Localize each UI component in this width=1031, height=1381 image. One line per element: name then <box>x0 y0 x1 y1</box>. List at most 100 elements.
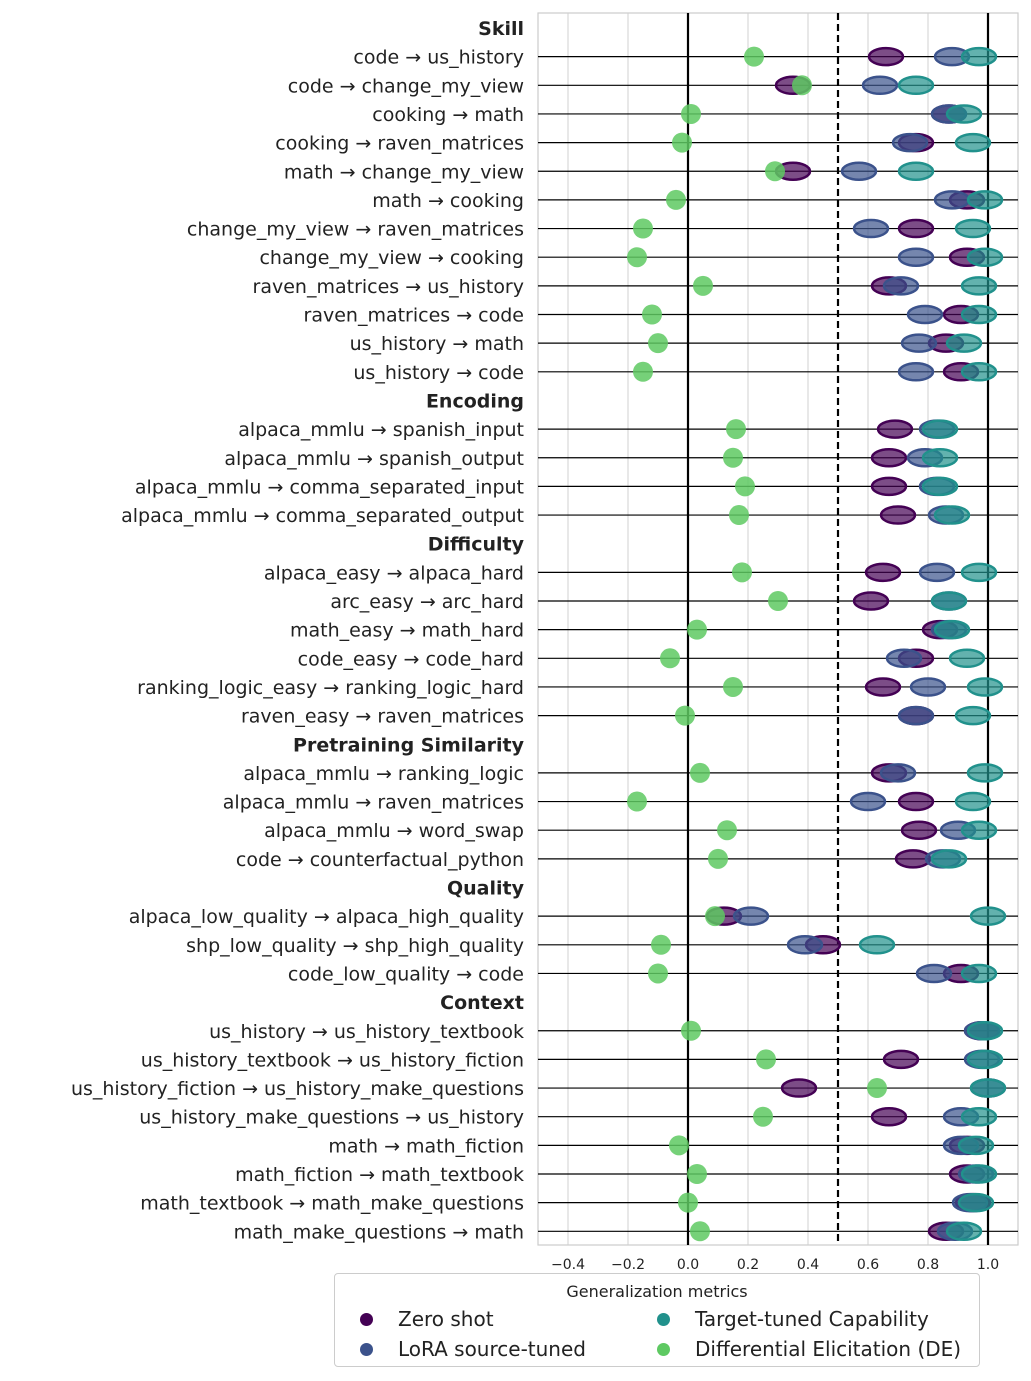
target-tuned-point <box>948 648 986 669</box>
lora-source-tuned-point <box>885 648 923 669</box>
legend-label-zero-shot: Zero shot <box>398 1307 494 1331</box>
group-header: Skill <box>478 18 524 40</box>
target-tuned-point <box>945 1221 983 1242</box>
de-point <box>735 476 755 497</box>
target-tuned-point <box>954 705 992 726</box>
lora-source-tuned-point <box>933 190 971 210</box>
lora-source-tuned-point <box>909 677 947 697</box>
de-point <box>627 247 647 268</box>
target-tuned-point <box>954 791 992 812</box>
target-tuned-point <box>960 362 998 382</box>
target-tuned-point <box>897 75 935 96</box>
lora-source-tuned-point <box>732 906 770 926</box>
row-label: cooking → math <box>372 104 524 126</box>
target-tuned-point <box>921 476 959 497</box>
target-tuned-point <box>966 677 1004 697</box>
de-point <box>648 963 668 984</box>
row-label: code → counterfactual_python <box>236 849 524 871</box>
row-label: raven_matrices → us_history <box>253 276 524 298</box>
target-tuned-point <box>933 505 971 525</box>
de-point <box>717 820 737 841</box>
de-point <box>678 1192 698 1213</box>
row-label: math → math_fiction <box>328 1135 524 1157</box>
target-tuned-point <box>960 304 998 325</box>
de-point <box>687 619 707 640</box>
zero-shot-point <box>867 46 905 67</box>
row-label: math → cooking <box>372 190 524 212</box>
target-tuned-point <box>960 276 998 296</box>
legend-marker-target-tuned <box>657 1313 670 1326</box>
legend: Generalization metrics Zero shot LoRA so… <box>334 1273 980 1367</box>
zero-shot-point <box>864 677 902 697</box>
de-point <box>732 562 752 583</box>
zero-shot-point <box>882 1049 920 1070</box>
legend-marker-zero-shot <box>360 1313 373 1326</box>
group-header: Difficulty <box>428 534 525 556</box>
row-label: change_my_view → cooking <box>259 247 524 269</box>
row-label: code_low_quality → code <box>288 963 524 985</box>
x-tick-label: 0.8 <box>917 1257 939 1273</box>
lora-source-tuned-point <box>897 362 935 382</box>
lora-source-tuned-point <box>840 161 878 181</box>
target-tuned-point <box>930 591 968 611</box>
legend-label-target-tuned: Target-tuned Capability <box>695 1307 929 1331</box>
target-tuned-point <box>933 619 971 640</box>
target-tuned-point <box>954 218 992 239</box>
de-point <box>651 934 671 955</box>
de-point <box>792 75 812 96</box>
lora-source-tuned-point <box>852 218 890 239</box>
lora-source-tuned-point <box>897 705 935 726</box>
x-tick-label: −0.4 <box>551 1257 585 1273</box>
de-point <box>726 419 746 440</box>
target-tuned-point <box>960 46 998 67</box>
de-point <box>768 591 788 611</box>
lora-source-tuned-point <box>918 562 956 583</box>
row-label: alpaca_mmlu → ranking_logic <box>243 763 524 785</box>
de-point <box>723 447 743 468</box>
zero-shot-point <box>870 448 908 468</box>
de-point <box>705 906 725 927</box>
zero-shot-point <box>876 419 914 439</box>
row-label: code → us_history <box>353 47 524 69</box>
legend-marker-de <box>657 1343 670 1356</box>
target-tuned-point <box>966 763 1004 783</box>
target-tuned-point <box>945 333 983 353</box>
row-label: us_history → code <box>353 362 524 384</box>
lora-source-tuned-point <box>897 247 935 267</box>
de-point <box>690 762 710 783</box>
row-label: math_textbook → math_make_questions <box>140 1193 524 1215</box>
lora-source-tuned-point <box>879 763 917 783</box>
row-label: alpaca_low_quality → alpaca_high_quality <box>129 906 524 928</box>
row-label: alpaca_mmlu → comma_separated_input <box>135 476 524 498</box>
de-point <box>666 189 686 210</box>
x-tick-label: 0.0 <box>677 1257 699 1273</box>
x-tick-label: 0.6 <box>857 1257 879 1273</box>
de-point <box>681 103 701 124</box>
row-label: ranking_logic_easy → ranking_logic_hard <box>137 677 524 699</box>
target-tuned-point <box>921 419 959 439</box>
de-point <box>687 1164 707 1184</box>
group-header: Pretraining Similarity <box>293 734 525 756</box>
de-point <box>681 1020 701 1041</box>
row-label: math_easy → math_hard <box>290 620 524 642</box>
target-tuned-point <box>930 849 968 869</box>
row-label: math → change_my_view <box>284 161 524 183</box>
group-header: Context <box>440 992 524 1014</box>
x-tick-label: 0.4 <box>797 1257 819 1273</box>
row-label: shp_low_quality → shp_high_quality <box>186 935 524 957</box>
target-tuned-point <box>960 562 998 583</box>
target-tuned-point <box>969 906 1007 926</box>
de-point <box>627 791 647 812</box>
target-tuned-point <box>921 448 959 468</box>
de-point <box>642 304 662 325</box>
row-label: arc_easy → arc_hard <box>330 591 524 613</box>
row-label: us_history_fiction → us_history_make_que… <box>71 1078 524 1100</box>
zero-shot-point <box>864 562 902 583</box>
target-tuned-point <box>969 1078 1007 1098</box>
de-point <box>675 705 695 726</box>
row-label: alpaca_easy → alpaca_hard <box>264 562 524 584</box>
row-label: math_make_questions → math <box>234 1221 524 1243</box>
target-tuned-point <box>957 1192 995 1213</box>
de-point <box>729 505 749 526</box>
